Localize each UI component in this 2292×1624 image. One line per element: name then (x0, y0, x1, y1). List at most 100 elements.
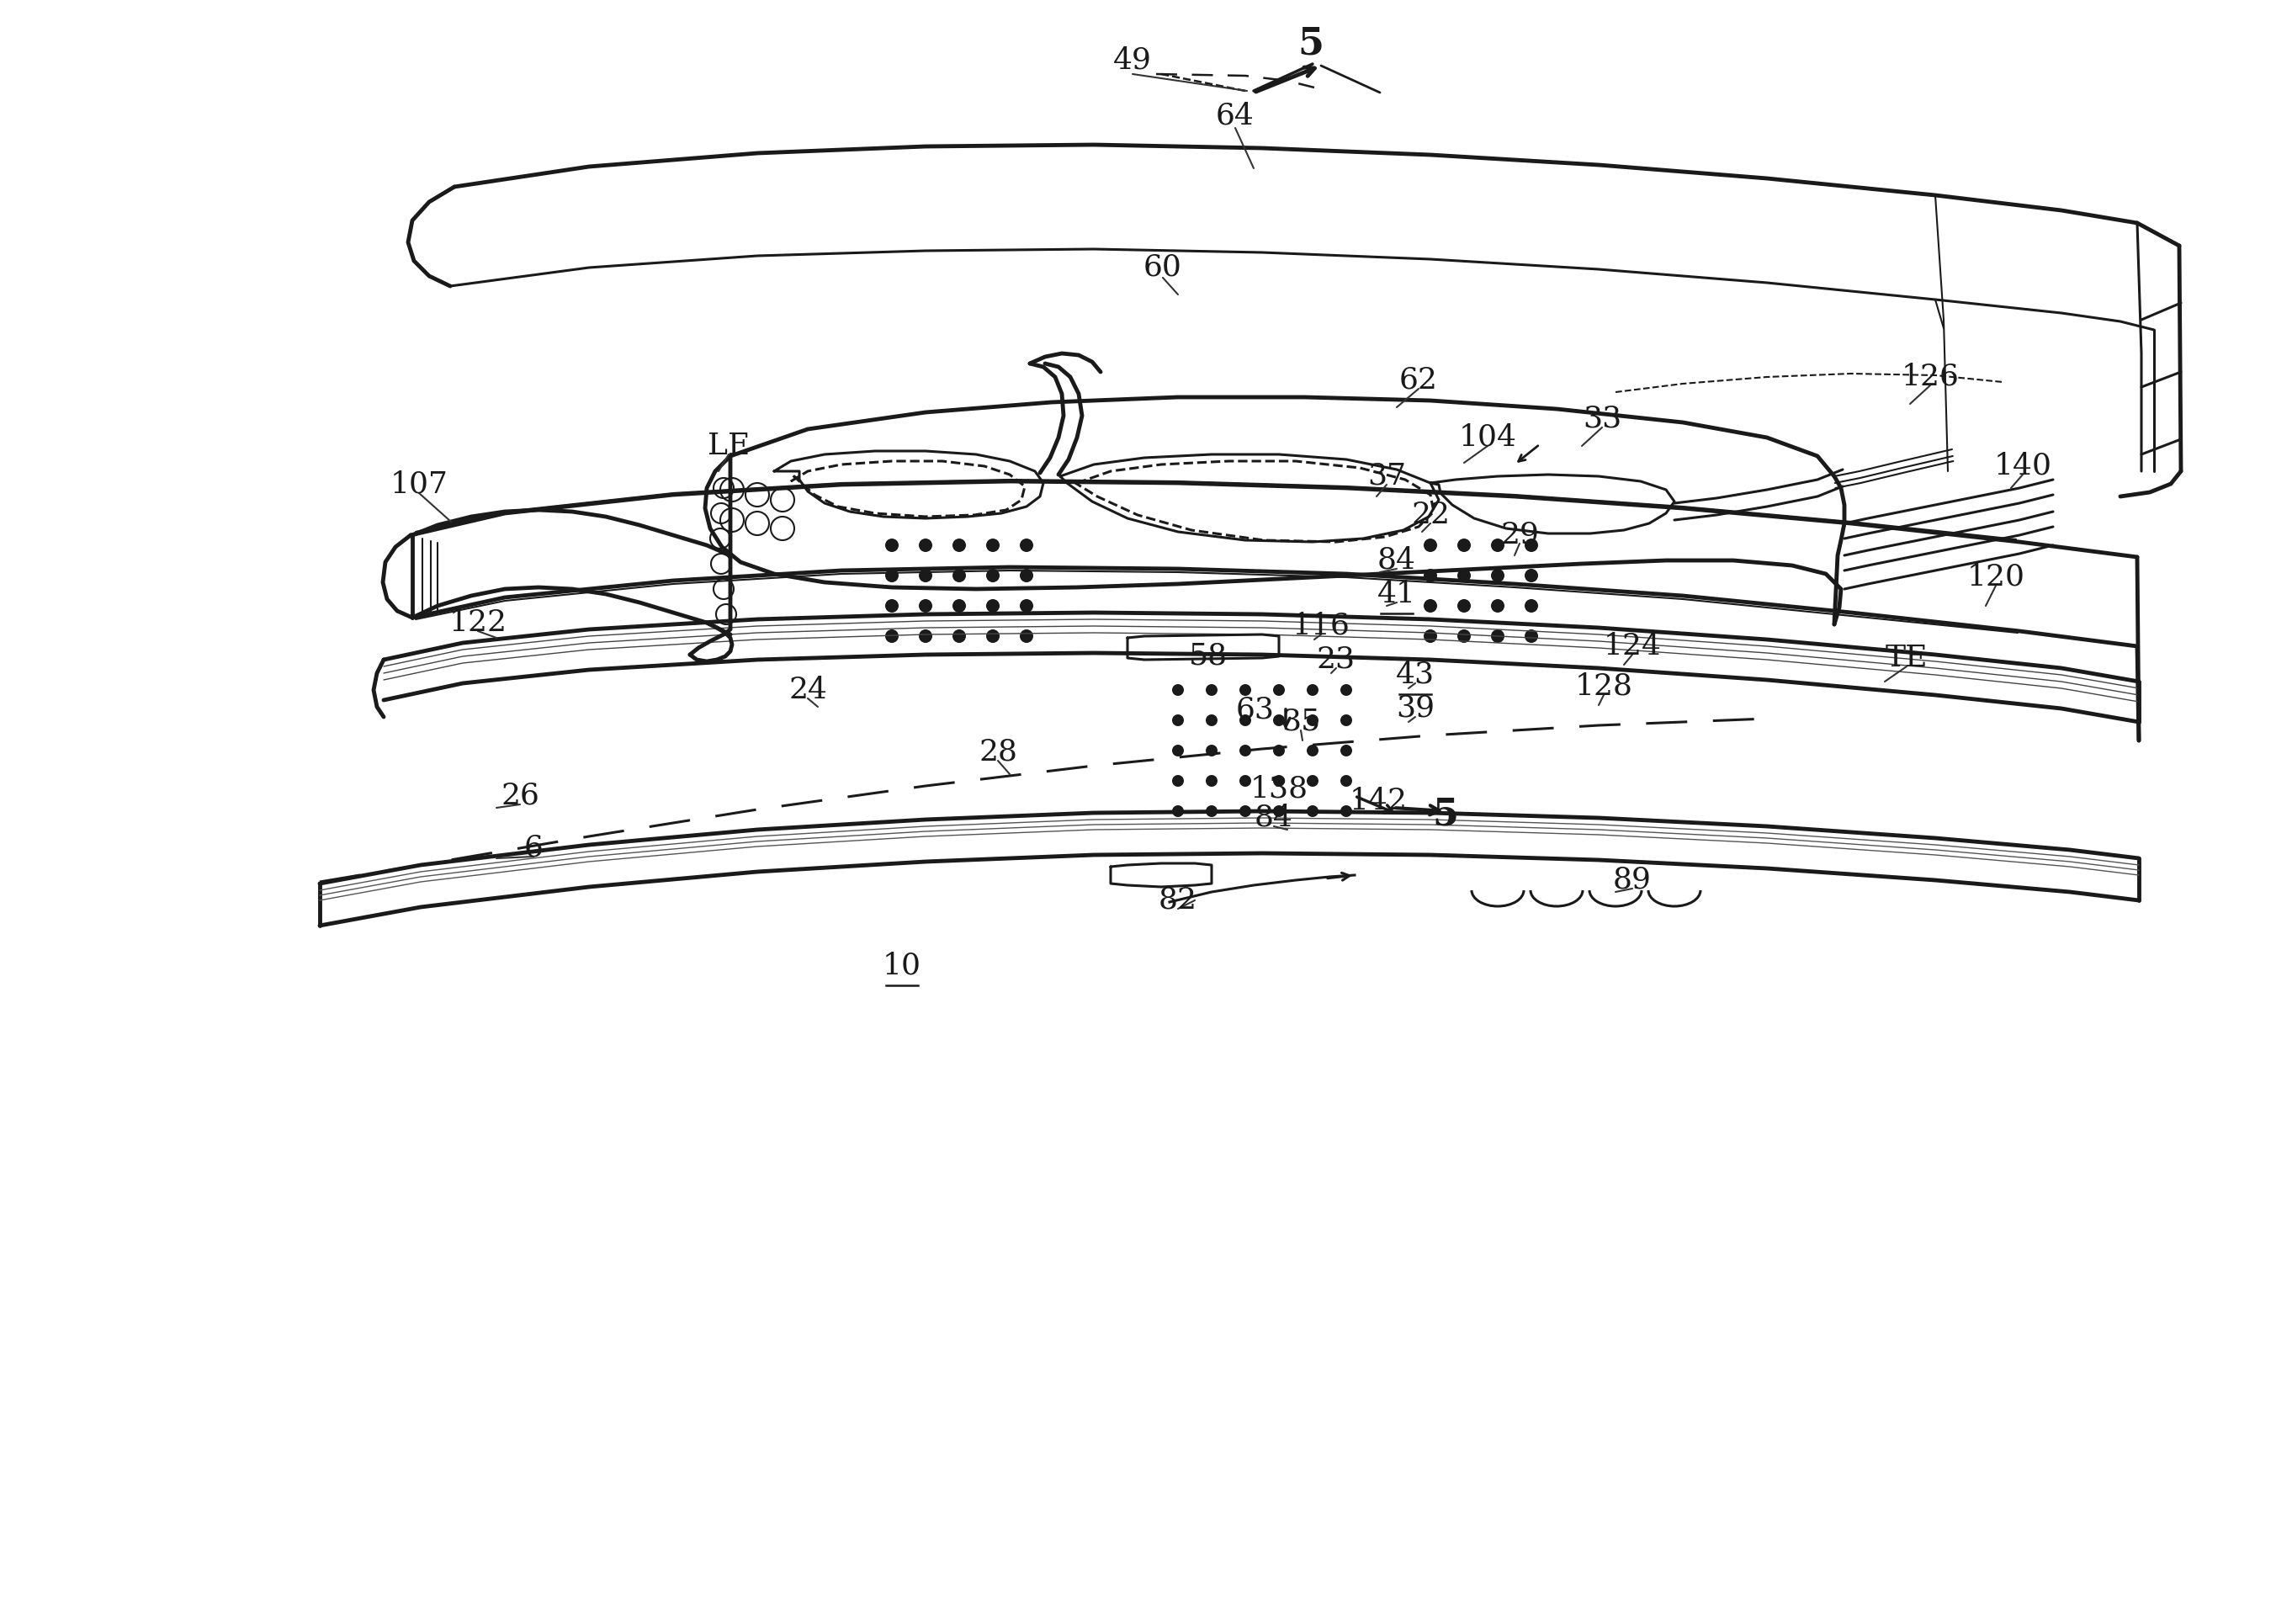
Circle shape (986, 599, 999, 612)
Circle shape (1423, 539, 1437, 552)
Text: 128: 128 (1575, 672, 1632, 702)
Circle shape (1206, 684, 1217, 695)
Circle shape (1458, 630, 1471, 643)
Text: 84: 84 (1254, 804, 1293, 831)
Circle shape (1272, 775, 1286, 786)
Circle shape (1020, 599, 1034, 612)
Circle shape (1492, 630, 1504, 643)
Text: 104: 104 (1458, 424, 1517, 451)
Text: 140: 140 (1994, 451, 2051, 481)
Circle shape (1272, 715, 1286, 726)
Circle shape (1240, 745, 1251, 757)
Text: 138: 138 (1249, 775, 1309, 804)
Circle shape (919, 630, 933, 643)
Text: 26: 26 (500, 781, 539, 810)
Circle shape (1171, 745, 1185, 757)
Circle shape (1524, 599, 1538, 612)
Text: 22: 22 (1412, 500, 1451, 529)
Circle shape (1458, 568, 1471, 583)
Circle shape (1423, 568, 1437, 583)
Text: 89: 89 (1614, 866, 1653, 895)
Circle shape (1524, 630, 1538, 643)
Circle shape (1206, 715, 1217, 726)
Circle shape (1272, 806, 1286, 817)
Text: 24: 24 (788, 676, 827, 705)
Text: 28: 28 (979, 737, 1018, 767)
Text: 58: 58 (1190, 641, 1229, 671)
Circle shape (1240, 775, 1251, 786)
Circle shape (953, 539, 965, 552)
Circle shape (953, 599, 965, 612)
Circle shape (1341, 715, 1352, 726)
Text: 6: 6 (525, 833, 543, 862)
Circle shape (1458, 599, 1471, 612)
Text: 5: 5 (1432, 796, 1458, 833)
Text: 49: 49 (1114, 45, 1153, 75)
Circle shape (1423, 599, 1437, 612)
Text: 84: 84 (1377, 546, 1416, 575)
Text: 10: 10 (882, 952, 921, 981)
Circle shape (1240, 715, 1251, 726)
Circle shape (1171, 684, 1185, 695)
Circle shape (1306, 775, 1318, 786)
Circle shape (1458, 539, 1471, 552)
Text: 5: 5 (1297, 26, 1325, 62)
Text: TE: TE (1886, 643, 1928, 672)
Text: 35: 35 (1281, 708, 1320, 736)
Circle shape (1341, 745, 1352, 757)
Circle shape (1306, 806, 1318, 817)
Text: 120: 120 (1967, 564, 2024, 591)
Circle shape (1492, 599, 1504, 612)
Text: 63: 63 (1235, 695, 1274, 724)
Text: 62: 62 (1400, 365, 1437, 395)
Circle shape (885, 568, 898, 583)
Circle shape (1206, 745, 1217, 757)
Text: 122: 122 (449, 609, 507, 637)
Text: LE: LE (708, 432, 749, 460)
Circle shape (885, 630, 898, 643)
Circle shape (1272, 745, 1286, 757)
Circle shape (1240, 684, 1251, 695)
Circle shape (986, 630, 999, 643)
Circle shape (953, 630, 965, 643)
Circle shape (1306, 684, 1318, 695)
Circle shape (1020, 568, 1034, 583)
Text: 107: 107 (390, 471, 447, 499)
Circle shape (1171, 806, 1185, 817)
Circle shape (1492, 539, 1504, 552)
Circle shape (1306, 745, 1318, 757)
Circle shape (919, 539, 933, 552)
Circle shape (1206, 775, 1217, 786)
Circle shape (1423, 630, 1437, 643)
Circle shape (919, 599, 933, 612)
Circle shape (1524, 539, 1538, 552)
Text: 64: 64 (1215, 102, 1254, 130)
Circle shape (919, 568, 933, 583)
Circle shape (1171, 775, 1185, 786)
Text: 43: 43 (1396, 661, 1435, 689)
Text: 82: 82 (1160, 887, 1196, 914)
Circle shape (986, 539, 999, 552)
Circle shape (1341, 684, 1352, 695)
Text: 142: 142 (1350, 786, 1407, 815)
Circle shape (885, 539, 898, 552)
Text: 41: 41 (1377, 580, 1416, 609)
Text: 124: 124 (1604, 632, 1662, 661)
Circle shape (953, 568, 965, 583)
Circle shape (1492, 568, 1504, 583)
Circle shape (1240, 806, 1251, 817)
Circle shape (1341, 806, 1352, 817)
Circle shape (1272, 684, 1286, 695)
Text: 60: 60 (1144, 253, 1183, 283)
Circle shape (1524, 568, 1538, 583)
Text: 116: 116 (1293, 612, 1350, 640)
Circle shape (1020, 630, 1034, 643)
Text: 29: 29 (1501, 521, 1538, 549)
Text: 33: 33 (1581, 404, 1620, 434)
Circle shape (1206, 806, 1217, 817)
Circle shape (1171, 715, 1185, 726)
Text: 126: 126 (1902, 362, 1960, 391)
Circle shape (885, 599, 898, 612)
Text: 37: 37 (1368, 461, 1405, 490)
Circle shape (1306, 715, 1318, 726)
